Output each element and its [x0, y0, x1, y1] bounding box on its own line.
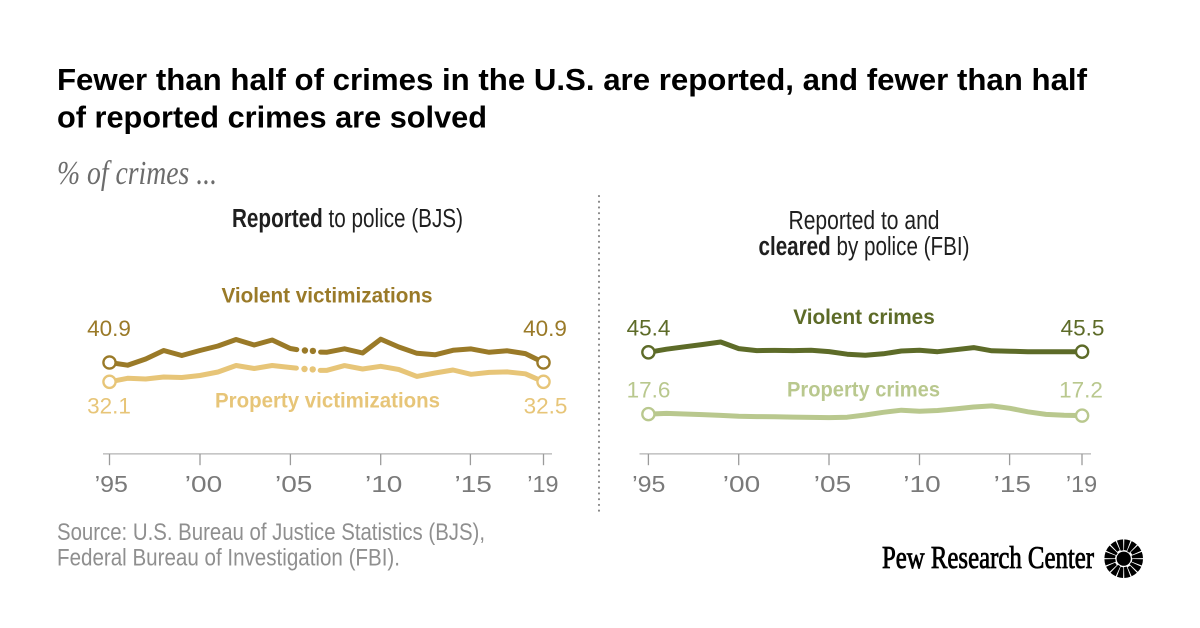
svg-text:40.9: 40.9 [87, 316, 131, 341]
svg-text:Property victimizations: Property victimizations [215, 388, 440, 412]
svg-text:17.2: 17.2 [1059, 377, 1103, 402]
svg-text:45.4: 45.4 [627, 316, 671, 341]
svg-text:’10: ’10 [365, 471, 402, 497]
svg-text:cleared by police (FBI): cleared by police (FBI) [759, 233, 970, 261]
svg-text:’15: ’15 [455, 471, 492, 497]
svg-text:Property crimes: Property crimes [787, 378, 940, 402]
svg-text:’95: ’95 [95, 471, 128, 497]
svg-text:’19: ’19 [527, 471, 558, 497]
svg-text:of reported crimes are solved: of reported crimes are solved [57, 100, 487, 135]
svg-text:’10: ’10 [903, 471, 940, 497]
svg-text:Source: U.S. Bureau of Justice: Source: U.S. Bureau of Justice Statistic… [57, 519, 485, 546]
svg-text:Fewer than half of crimes in t: Fewer than half of crimes in the U.S. ar… [57, 62, 1088, 97]
svg-text:40.9: 40.9 [523, 316, 567, 341]
svg-text:’00: ’00 [185, 471, 222, 497]
svg-text:45.5: 45.5 [1061, 316, 1105, 341]
svg-text:32.1: 32.1 [87, 394, 131, 419]
svg-text:32.5: 32.5 [524, 394, 568, 419]
svg-text:’05: ’05 [814, 471, 851, 497]
svg-text:Reported to police (BJS): Reported to police (BJS) [232, 205, 463, 233]
svg-text:Federal Bureau of Investigatio: Federal Bureau of Investigation (FBI). [57, 545, 400, 572]
svg-text:Violent crimes: Violent crimes [793, 305, 935, 329]
svg-text:’19: ’19 [1066, 471, 1097, 497]
svg-text:Violent victimizations: Violent victimizations [222, 284, 433, 308]
svg-text:’05: ’05 [275, 471, 312, 497]
svg-text:’95: ’95 [632, 471, 665, 497]
svg-text:’15: ’15 [994, 471, 1031, 497]
svg-text:Reported to and: Reported to and [789, 207, 940, 235]
svg-text:% of crimes ...: % of crimes ... [57, 155, 217, 192]
svg-text:Pew Research Center: Pew Research Center [882, 539, 1094, 575]
svg-text:17.6: 17.6 [627, 377, 671, 402]
svg-text:’00: ’00 [723, 471, 760, 497]
